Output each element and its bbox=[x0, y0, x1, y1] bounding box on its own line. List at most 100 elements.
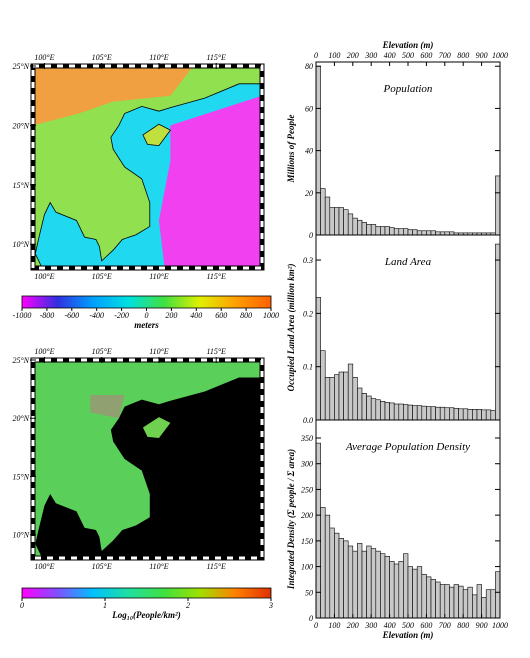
bar bbox=[467, 586, 473, 619]
bar bbox=[476, 584, 482, 619]
y-tick-label: 50 bbox=[305, 588, 313, 597]
bar bbox=[361, 550, 367, 619]
bar bbox=[366, 545, 372, 619]
bar bbox=[430, 579, 436, 619]
bar bbox=[495, 175, 501, 236]
bar bbox=[435, 406, 441, 421]
x-tick-label: 110°E bbox=[149, 272, 169, 281]
bar bbox=[449, 407, 455, 421]
x-tick-label: 700 bbox=[439, 621, 451, 630]
y-tick-label: 10°N bbox=[12, 531, 29, 540]
bar bbox=[370, 224, 377, 236]
x-tick-label: 100 bbox=[328, 51, 340, 60]
bar bbox=[370, 398, 377, 421]
bar bbox=[347, 213, 354, 236]
panel-title: Land Area bbox=[384, 256, 432, 268]
bar bbox=[453, 407, 459, 421]
y-tick-label: 0.0 bbox=[303, 416, 313, 425]
y-tick-label: 350 bbox=[300, 434, 313, 443]
dense-area bbox=[90, 394, 125, 419]
x-tick-label: 900 bbox=[476, 621, 488, 630]
colorbar-tick-label: -400 bbox=[89, 311, 104, 320]
bar bbox=[462, 408, 469, 421]
bar bbox=[329, 377, 335, 421]
bar bbox=[485, 589, 492, 619]
y-tick-label: 10°N bbox=[12, 240, 29, 249]
colorbar-tick-label: 1000 bbox=[263, 311, 279, 320]
highlands bbox=[33, 66, 194, 126]
colorbar bbox=[21, 587, 272, 599]
x-tick-label: 110°E bbox=[149, 53, 169, 62]
bar bbox=[444, 584, 450, 619]
bar bbox=[375, 399, 381, 421]
x-tick-label: 600 bbox=[420, 621, 432, 630]
bar bbox=[467, 409, 473, 421]
x-tick-label: 900 bbox=[476, 51, 488, 60]
colorbar-tick-label: 600 bbox=[215, 311, 227, 320]
x-tick-label: 100°E bbox=[34, 272, 54, 281]
y-tick-label: 25°N bbox=[12, 62, 29, 71]
bar bbox=[380, 553, 386, 619]
bar bbox=[412, 568, 418, 619]
bar bbox=[421, 405, 427, 421]
bar bbox=[343, 209, 349, 236]
bar bbox=[329, 207, 335, 236]
x-tick-label: 300 bbox=[364, 51, 377, 60]
bar bbox=[481, 597, 487, 619]
bar bbox=[407, 566, 413, 619]
colorbar-tick-label: 3 bbox=[268, 601, 273, 610]
bar bbox=[458, 585, 464, 619]
x-tick-label: 600 bbox=[420, 51, 432, 60]
bar bbox=[416, 405, 423, 421]
bar bbox=[357, 543, 363, 619]
x-tick-label: 400 bbox=[384, 621, 396, 630]
y-tick-label: 80 bbox=[305, 62, 313, 71]
bar bbox=[357, 219, 363, 236]
bar bbox=[366, 395, 372, 421]
x-tick-label: 115°E bbox=[206, 272, 226, 281]
bar bbox=[472, 594, 478, 619]
bar bbox=[380, 401, 386, 421]
bar bbox=[439, 406, 446, 421]
bar bbox=[315, 297, 321, 421]
bar bbox=[393, 563, 400, 619]
bar bbox=[384, 555, 390, 619]
colorbar-tick-label: 2 bbox=[186, 601, 190, 610]
bar bbox=[421, 230, 427, 236]
bar bbox=[384, 402, 390, 421]
bar bbox=[398, 228, 404, 236]
bar bbox=[343, 540, 349, 619]
bar bbox=[490, 589, 496, 619]
y-tick-label: 300 bbox=[300, 460, 313, 469]
bar bbox=[334, 207, 340, 236]
map-frame-dash bbox=[31, 64, 264, 270]
x-tick-label: 500 bbox=[402, 51, 414, 60]
x-tick-label: 105°E bbox=[92, 347, 112, 356]
x-tick-label: 100°E bbox=[34, 562, 54, 571]
x-tick-label: 115°E bbox=[206, 562, 226, 571]
bar bbox=[380, 226, 386, 236]
bar bbox=[412, 229, 418, 236]
bar bbox=[352, 217, 358, 236]
x-tick-label: 115°E bbox=[206, 347, 226, 356]
x-tick-label: 200 bbox=[347, 51, 359, 60]
bar bbox=[449, 586, 455, 619]
colorbar-tick-label: 1 bbox=[103, 601, 107, 610]
bar bbox=[366, 224, 372, 236]
map-frame-dash bbox=[31, 358, 264, 560]
bar bbox=[320, 188, 326, 236]
colorbar-label: meters bbox=[134, 320, 159, 330]
bar bbox=[444, 407, 450, 421]
panel-title: Average Population Density bbox=[345, 441, 470, 453]
bar bbox=[416, 230, 423, 236]
x-axis-label: Elevation (m) bbox=[382, 40, 434, 50]
bar bbox=[472, 409, 478, 421]
x-tick-label: 105°E bbox=[92, 272, 112, 281]
bar bbox=[398, 561, 404, 619]
bar bbox=[439, 584, 446, 619]
bar bbox=[320, 507, 326, 619]
y-tick-label: 60 bbox=[305, 104, 313, 113]
x-tick-label: 105°E bbox=[92, 562, 112, 571]
x-tick-label: 0 bbox=[314, 621, 318, 630]
